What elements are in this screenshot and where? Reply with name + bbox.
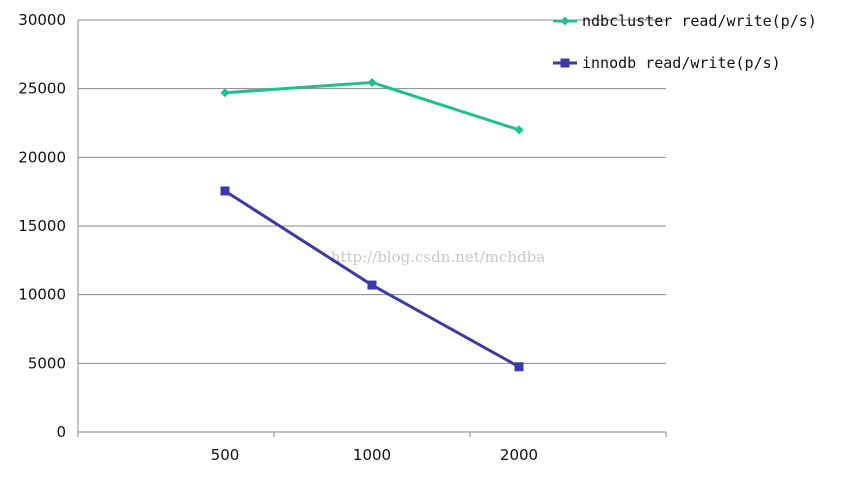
legend-marker <box>560 58 570 68</box>
data-point-0-0 <box>220 88 230 98</box>
y-tick-label: 0 <box>56 423 66 441</box>
y-tick-label: 30000 <box>18 11 66 29</box>
legend: ndbcluster read/write(p/s) innodb read/wr… <box>553 12 817 72</box>
x-tick-label: 1000 <box>353 446 391 464</box>
series-line-0 <box>224 80 520 132</box>
series-layer <box>220 77 524 372</box>
x-tick-label: 500 <box>211 446 240 464</box>
data-point-1-2 <box>514 362 524 372</box>
legend-label: ndbcluster read/write(p/s) <box>582 12 817 30</box>
data-point-0-1 <box>367 77 377 87</box>
y-tick-label: 5000 <box>28 354 66 372</box>
watermark-text: http://blog.csdn.net/mchdba <box>331 248 546 266</box>
y-tick-label: 15000 <box>18 217 66 235</box>
data-point-1-1 <box>367 280 377 290</box>
x-axis-tick-labels: 500 1000 2000 <box>211 446 538 464</box>
series-line-1 <box>224 189 520 369</box>
legend-marker <box>560 16 570 26</box>
y-tick-label: 25000 <box>18 80 66 98</box>
y-tick-label: 10000 <box>18 286 66 304</box>
y-tick-label: 20000 <box>18 148 66 166</box>
legend-label: innodb read/write(p/s) <box>582 54 781 72</box>
axes <box>77 20 667 437</box>
x-tick-label: 2000 <box>500 446 538 464</box>
y-axis-tick-labels: 0 5000 10000 15000 20000 25000 30000 <box>18 11 66 441</box>
data-point-1-0 <box>220 186 230 196</box>
data-point-0-2 <box>514 125 524 135</box>
gridlines <box>78 19 666 364</box>
